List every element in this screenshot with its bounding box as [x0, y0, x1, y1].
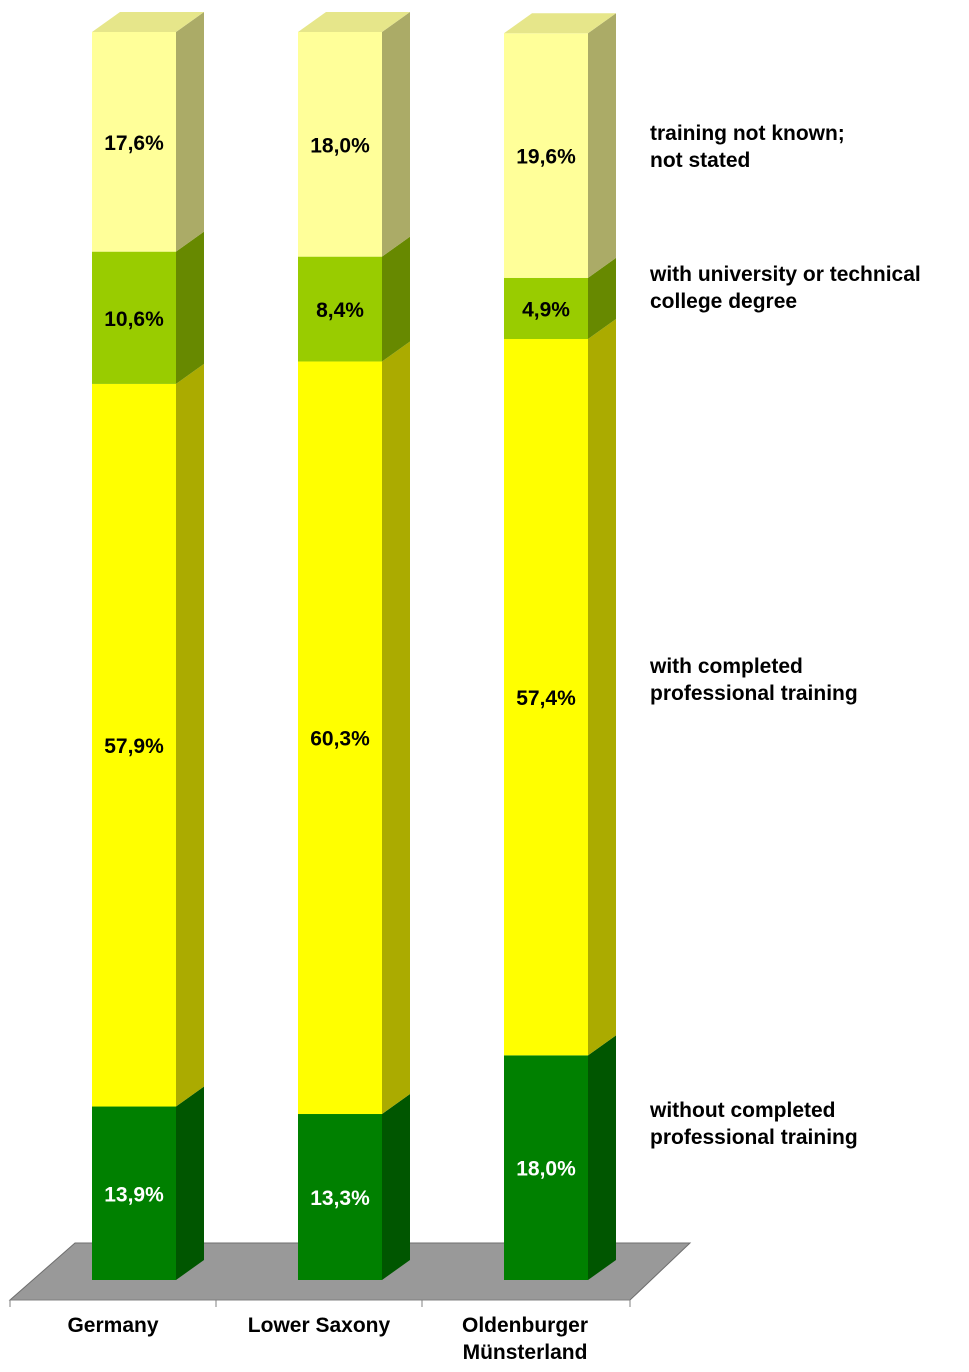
- legend-entry-completed-training: with completed professional training: [650, 653, 968, 707]
- bar-oldenburger-muensterland-segment-0-side: [588, 1035, 616, 1280]
- data-label-oldenburger-muensterland-3: 19,6%: [516, 146, 576, 169]
- legend-text-line: training not known;: [650, 120, 968, 147]
- bar-oldenburger-muensterland-segment-1-side: [588, 319, 616, 1055]
- bar-lower-saxony-segment-3-side: [382, 12, 410, 257]
- category-label-germany: Germany: [13, 1312, 213, 1339]
- legend-entry-without-training: without completed professional training: [650, 1097, 968, 1151]
- data-label-lower-saxony-3: 18,0%: [310, 134, 370, 157]
- legend-entry-not-known: training not known; not stated: [650, 120, 968, 174]
- data-label-germany-0: 13,9%: [104, 1183, 164, 1206]
- category-text-line: Münsterland: [425, 1339, 625, 1366]
- bar-oldenburger-muensterland-segment-3-side: [588, 13, 616, 278]
- data-label-germany-3: 17,6%: [104, 132, 164, 155]
- bar-lower-saxony-segment-2-side: [382, 237, 410, 362]
- category-text-line: Lower Saxony: [219, 1312, 419, 1339]
- legend-entry-university-degree: with university or technical college deg…: [650, 261, 968, 315]
- legend-text-line: professional training: [650, 680, 968, 707]
- data-label-oldenburger-muensterland-2: 4,9%: [522, 298, 570, 321]
- legend-text-line: not stated: [650, 147, 968, 174]
- legend-text-line: with university or technical: [650, 261, 968, 288]
- data-label-oldenburger-muensterland-1: 57,4%: [516, 687, 576, 710]
- legend-text-line: with completed: [650, 653, 968, 680]
- data-label-lower-saxony-1: 60,3%: [310, 728, 370, 751]
- data-label-lower-saxony-2: 8,4%: [316, 299, 364, 322]
- bar-germany-segment-3-side: [176, 12, 204, 252]
- category-label-oldenburger-muensterland: Oldenburger Münsterland: [425, 1312, 625, 1366]
- category-text-line: Germany: [13, 1312, 213, 1339]
- category-label-lower-saxony: Lower Saxony: [219, 1312, 419, 1339]
- legend-text-line: without completed: [650, 1097, 968, 1124]
- legend-text-line: college degree: [650, 288, 968, 315]
- bar-germany-segment-1-side: [176, 364, 204, 1107]
- bar-lower-saxony-segment-0-side: [382, 1094, 410, 1280]
- data-label-oldenburger-muensterland-0: 18,0%: [516, 1158, 576, 1181]
- data-label-germany-1: 57,9%: [104, 735, 164, 758]
- bar-lower-saxony-segment-1-side: [382, 341, 410, 1114]
- category-text-line: Oldenburger: [425, 1312, 625, 1339]
- data-label-germany-2: 10,6%: [104, 308, 164, 331]
- bar-germany-segment-0-side: [176, 1087, 204, 1280]
- data-label-lower-saxony-0: 13,3%: [310, 1187, 370, 1210]
- bar-germany-segment-2-side: [176, 232, 204, 384]
- legend-text-line: professional training: [650, 1124, 968, 1151]
